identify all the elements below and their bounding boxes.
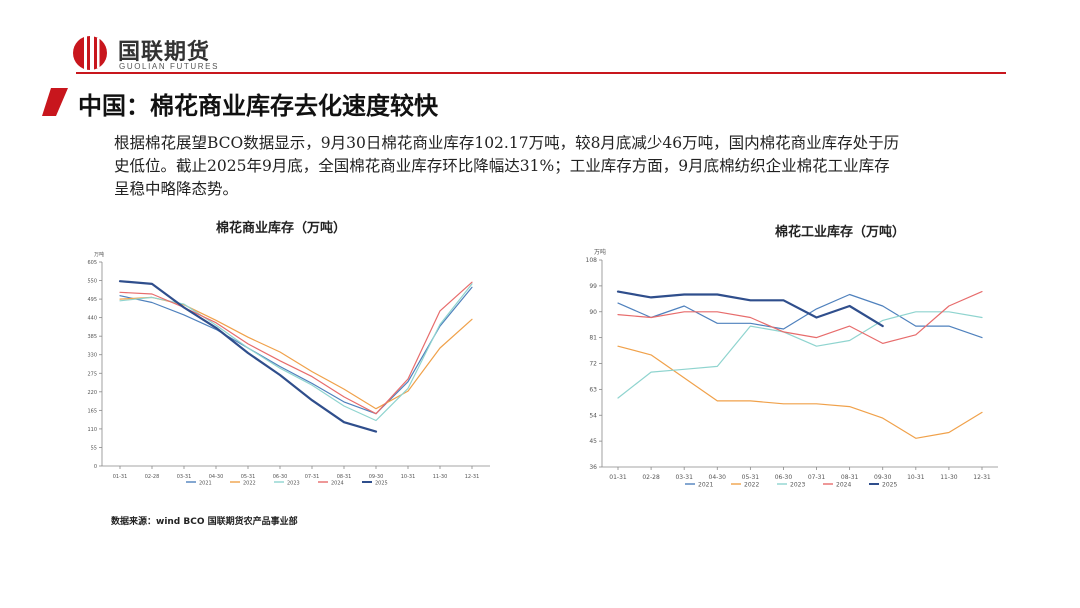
data-source-note: 数据来源：wind BCO 国联期货农产品事业部 bbox=[111, 517, 298, 527]
industrial-series-2022-line bbox=[617, 345, 983, 439]
industrial-x-tick-label: 12-31 bbox=[973, 474, 991, 481]
commercial-x-tick-label: 05-31 bbox=[241, 474, 256, 480]
guolian-logo-mark-icon bbox=[73, 34, 107, 70]
industrial-y-tick-label: 108 bbox=[586, 257, 598, 264]
industrial-legend-2021-label: 2021 bbox=[698, 482, 713, 489]
commercial-legend-2021-label: 2021 bbox=[199, 481, 212, 487]
industrial-x-tick-label: 08-31 bbox=[841, 474, 859, 481]
commercial-x-tick-label: 04-30 bbox=[209, 474, 224, 480]
commercial-x-tick-label: 10-31 bbox=[401, 474, 416, 480]
commercial-stock-chart: 万吨 0 55 110 165 220 275 330 385 440 495 550 605 01-31… bbox=[87, 251, 490, 487]
industrial-stock-chart: 万吨 36 45 54 63 72 81 90 99 108 01-31 02-28 03-31 04-3… bbox=[586, 248, 998, 489]
industrial-x-tick-label: 06-30 bbox=[775, 474, 793, 481]
industrial-y-tick-label: 45 bbox=[589, 438, 597, 445]
industrial-x-tick-label: 07-31 bbox=[808, 474, 826, 481]
commercial-y-tick-label: 440 bbox=[87, 316, 97, 322]
logo-english-name: GUOLIAN FUTURES bbox=[119, 62, 220, 71]
commercial-x-tick-label: 06-30 bbox=[273, 474, 288, 480]
commercial-series-2022-line bbox=[119, 296, 473, 410]
industrial-series-2025-line bbox=[616, 290, 884, 328]
industrial-y-tick-label: 36 bbox=[589, 464, 597, 471]
commercial-y-tick-label: 495 bbox=[87, 297, 97, 303]
industrial-legend-2024-label: 2024 bbox=[836, 482, 851, 489]
commercial-y-tick-label: 0 bbox=[94, 464, 97, 470]
commercial-legend-2023-label: 2023 bbox=[287, 481, 300, 487]
commercial-x-tick-label: 01-31 bbox=[113, 474, 128, 480]
industrial-x-tick-label: 05-31 bbox=[742, 474, 760, 481]
industrial-y-tick-label: 63 bbox=[589, 386, 597, 393]
page-title: 中国：棉花商业库存去化速度较快 bbox=[78, 92, 438, 120]
industrial-y-tick-label: 54 bbox=[589, 412, 597, 419]
commercial-y-tick-label: 55 bbox=[91, 445, 97, 451]
summary-paragraph: 根据棉花展望BCO数据显示，9月30日棉花商业库存102.17万吨，较8月底减少… bbox=[114, 134, 900, 198]
commercial-x-tick-label: 07-31 bbox=[305, 474, 320, 480]
logo-chinese-name: 国联期货 bbox=[118, 40, 211, 65]
industrial-x-tick-label: 11-30 bbox=[940, 474, 958, 481]
commercial-y-tick-label: 275 bbox=[87, 371, 97, 377]
commercial-x-tick-label: 02-28 bbox=[145, 474, 160, 480]
industrial-x-tick-label: 01-31 bbox=[609, 474, 627, 481]
commercial-legend-2024-label: 2024 bbox=[331, 481, 344, 487]
commercial-y-tick-label: 110 bbox=[87, 427, 97, 433]
commercial-series-2024-line bbox=[119, 281, 473, 415]
industrial-y-tick-label: 90 bbox=[589, 309, 597, 316]
header-divider bbox=[76, 72, 1006, 74]
industrial-legend-2022-label: 2022 bbox=[744, 482, 759, 489]
commercial-legend-2022-label: 2022 bbox=[243, 481, 256, 487]
industrial-legend-2023-label: 2023 bbox=[790, 482, 805, 489]
commercial-x-tick-label: 12-31 bbox=[465, 474, 480, 480]
industrial-x-tick-label: 04-30 bbox=[709, 474, 727, 481]
commercial-series-2021-line bbox=[119, 286, 473, 415]
commercial-x-tick-label: 03-31 bbox=[177, 474, 192, 480]
title-slash-icon bbox=[42, 88, 68, 116]
commercial-y-tick-label: 165 bbox=[87, 408, 97, 414]
guolian-logo: 国联期货 GUOLIAN FUTURES bbox=[72, 30, 242, 74]
commercial-legend-2025-label: 2025 bbox=[375, 481, 388, 487]
commercial-x-tick-label: 11-30 bbox=[433, 474, 448, 480]
industrial-x-tick-label: 10-31 bbox=[907, 474, 925, 481]
commercial-stock-chart-title: 棉花商业库存（万吨） bbox=[216, 221, 347, 236]
commercial-y-tick-label: 330 bbox=[87, 353, 97, 359]
commercial-series-2025-line bbox=[118, 280, 378, 433]
commercial-x-tick-label: 08-31 bbox=[337, 474, 352, 480]
industrial-x-tick-label: 09-30 bbox=[874, 474, 892, 481]
commercial-unit-label: 万吨 bbox=[94, 251, 104, 258]
industrial-series-2023-line bbox=[617, 311, 983, 399]
industrial-y-tick-label: 99 bbox=[589, 283, 597, 290]
industrial-x-tick-label: 02-28 bbox=[642, 474, 660, 481]
commercial-series-2023-line bbox=[119, 283, 473, 422]
commercial-y-tick-label: 220 bbox=[87, 390, 97, 396]
commercial-y-tick-label: 385 bbox=[87, 334, 97, 340]
industrial-legend-2025-label: 2025 bbox=[882, 482, 897, 489]
commercial-y-tick-label: 550 bbox=[87, 279, 97, 285]
industrial-unit-label: 万吨 bbox=[594, 248, 606, 256]
commercial-x-tick-label: 09-30 bbox=[369, 474, 384, 480]
industrial-stock-chart-title: 棉花工业库存（万吨） bbox=[775, 225, 906, 240]
industrial-y-tick-label: 72 bbox=[589, 361, 597, 368]
commercial-y-tick-label: 605 bbox=[87, 260, 97, 266]
industrial-x-tick-label: 03-31 bbox=[675, 474, 693, 481]
industrial-y-tick-label: 81 bbox=[589, 335, 597, 342]
industrial-series-2021-line bbox=[617, 293, 983, 339]
industrial-series-2024-line bbox=[617, 290, 983, 345]
